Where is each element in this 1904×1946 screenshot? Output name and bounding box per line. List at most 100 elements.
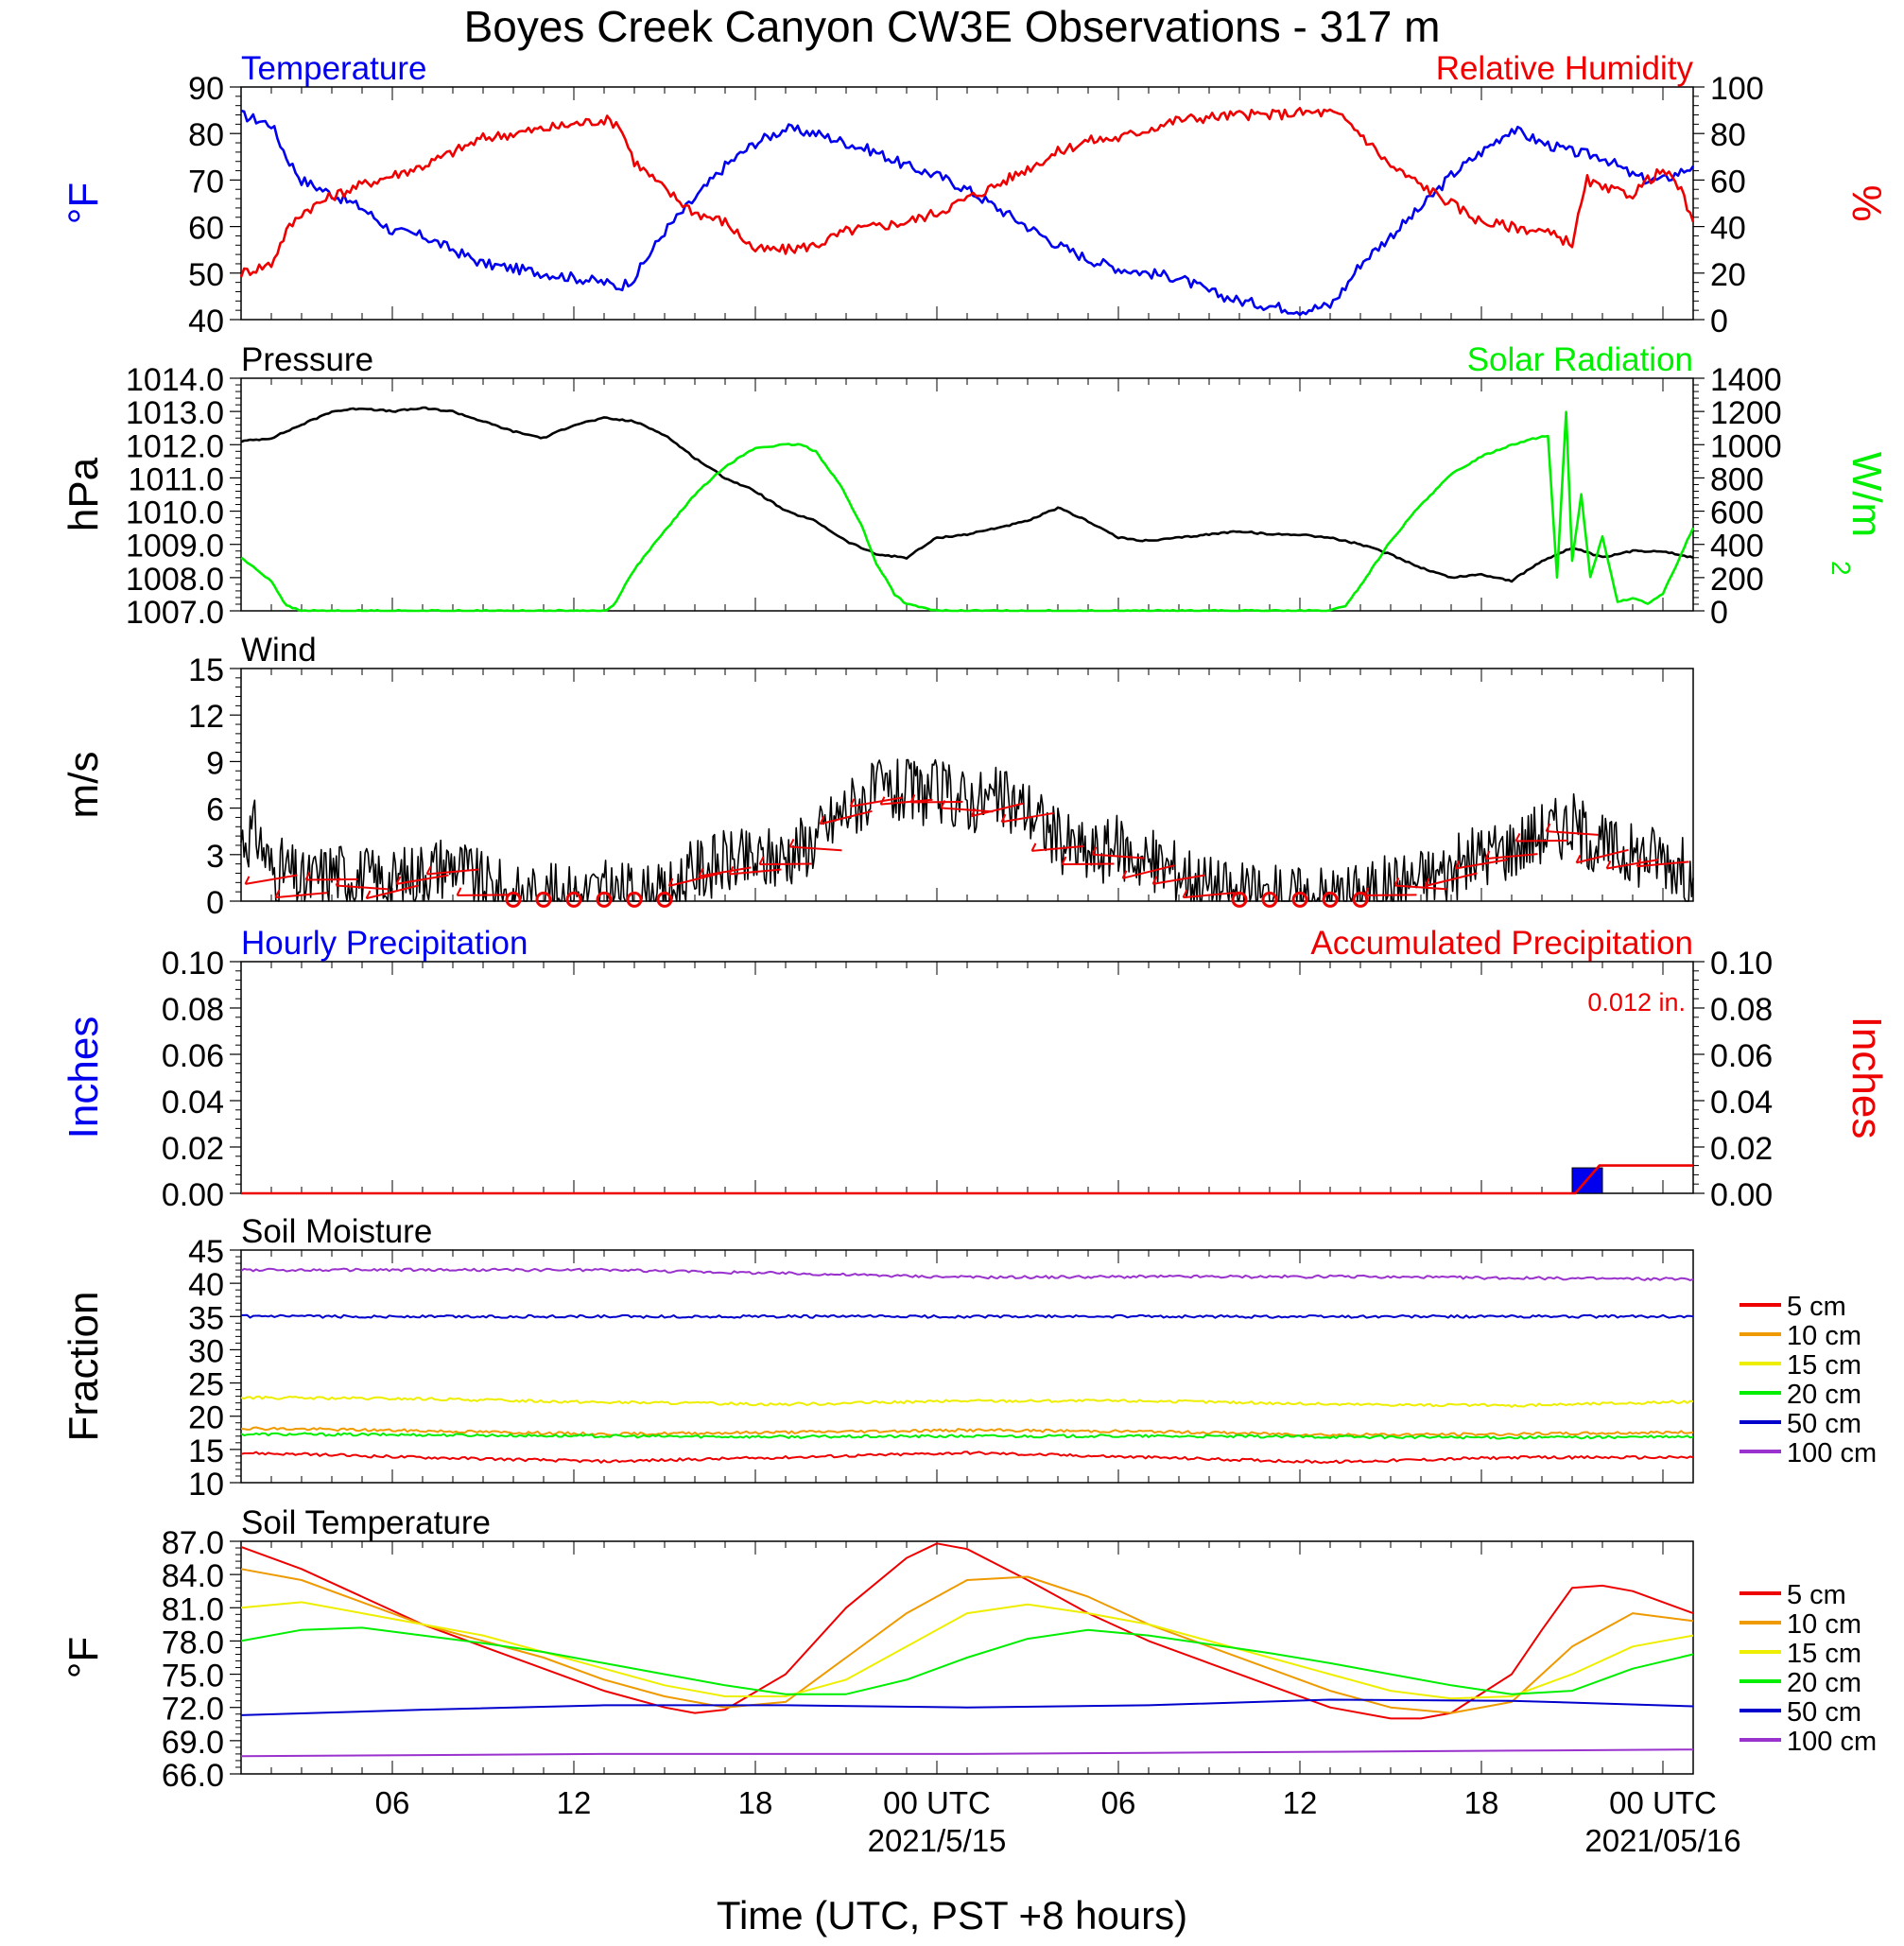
y2-tick-label: 0.08 [1710,992,1773,1028]
wind-barb-flag [244,876,251,885]
wind-barb [1546,830,1599,836]
x-tick-label: 18 [1464,1785,1499,1820]
legend-label: 20 cm [1787,1668,1861,1698]
wind-barb [941,807,994,813]
wind-barb [1001,811,1054,824]
wind-barb-flag [819,815,825,825]
series-relative-humidity [239,107,1695,278]
series-line [240,410,1695,613]
y-tick-label: 1008.0 [126,562,224,598]
series-line [240,1451,1694,1465]
wind-barb-flag [1182,889,1188,898]
wind-barb [880,798,933,806]
wind-barbs [244,794,1689,908]
series-line [240,1313,1694,1319]
y2-tick-label: 1400 [1710,362,1782,398]
panel-right-title: Accumulated Precipitation [1310,925,1693,962]
wind-barb [850,796,903,808]
wind-barb [789,845,842,852]
y2-axis-label: % [1843,184,1890,221]
series-100-cm [240,1267,1694,1281]
x-date-label: 2021/05/16 [1584,1823,1740,1858]
series-temperature [240,109,1695,317]
y-tick-label: 15 [188,1433,224,1469]
wind-barb [1394,884,1447,891]
wind-barb-flag [274,889,281,898]
wind-barb [910,800,963,804]
x-tick-label: 00 UTC [883,1785,991,1820]
wind-barb [1092,853,1145,860]
wind-barb [668,872,721,887]
y-tick-label: 1013.0 [126,395,224,431]
legend-label: 15 cm [1787,1350,1861,1381]
wind-barb-flag [1545,823,1551,832]
wind-barb-flag [1454,860,1461,869]
calm-circle [565,891,582,908]
y2-tick-label: 40 [1710,211,1746,247]
figure-title: Boyes Creek Canyon CW3E Observations - 3… [464,2,1441,51]
y-tick-label: 10 [188,1467,224,1503]
wind-barb-flag [1363,887,1370,896]
wind-barb-flag [1000,813,1007,823]
panel-left-title: Soil Moisture [241,1213,432,1250]
series-line [240,1748,1694,1758]
series-line [240,1568,1694,1714]
wind-barb [759,862,812,866]
wind-barb-flag [1393,877,1400,886]
series-line [240,1395,1694,1408]
wind-barb-flag [395,876,402,885]
series-line [240,1426,1694,1437]
wind-barb-flag [456,887,462,896]
y2-tick-label: 400 [1710,529,1764,565]
panel-soil-temperature: 66.069.072.075.078.081.084.087.0 Soil Tem… [61,1504,1877,1794]
y2-axis-label: Inches [1843,1016,1890,1139]
legend-label: 10 cm [1787,1321,1861,1351]
series-15-cm [240,1395,1694,1408]
plot-frame [240,86,1694,321]
panel-left-title: Soil Temperature [241,1504,491,1541]
wind-barb-flag [1091,846,1098,856]
y-axis-label: °F [61,1637,107,1678]
panel-wind: 0 3 6 9 12 15 Wind m/s [61,632,1694,921]
y2-tick-label: 200 [1710,562,1764,598]
wind-barb [336,884,389,891]
series-solar-radiation [240,410,1695,613]
calm-circle [626,891,643,908]
series-20-cm [240,1432,1694,1440]
y2-tick-label: 0.00 [1710,1177,1773,1213]
y-tick-label: 9 [206,745,224,781]
calm-circle [505,891,522,908]
calm-circle [1231,891,1248,908]
series-line [240,406,1694,583]
y-axis-label: m/s [61,752,107,819]
y-tick-label: 40 [188,304,224,339]
series-line [240,1432,1694,1440]
series-10-cm [240,1568,1694,1714]
wind-barb-flag [728,866,735,875]
wind-barb [1062,862,1115,866]
wind-barb-flag [1484,850,1491,860]
plot-frame [240,1249,1694,1484]
y2-tick-label: 0.04 [1710,1085,1773,1121]
panel-right-title: Solar Radiation [1467,341,1693,378]
x-tick-label: 12 [1283,1785,1318,1820]
wind-barb-flag [879,796,886,806]
x-axis-label: Time (UTC, PST +8 hours) [717,1893,1187,1937]
y-tick-label: 81.0 [162,1591,224,1627]
y2-tick-label: 1000 [1710,428,1782,464]
y-tick-label: 1007.0 [126,595,224,631]
y-tick-label: 20 [188,1400,224,1436]
legend-label: 50 cm [1787,1409,1861,1439]
y-tick-label: 40 [188,1267,224,1303]
wind-barb-flag [1030,843,1037,852]
y-tick-label: 0 [206,885,224,921]
legend-label: 50 cm [1787,1697,1861,1728]
wind-barb-flag [425,866,432,875]
legend-label: 10 cm [1787,1609,1861,1640]
y2-tick-label: 60 [1710,164,1746,200]
series-50-cm [240,1698,1694,1716]
wind-barb-flag [849,798,856,808]
calm-circle [1322,891,1339,908]
wind-barb [1576,848,1629,864]
